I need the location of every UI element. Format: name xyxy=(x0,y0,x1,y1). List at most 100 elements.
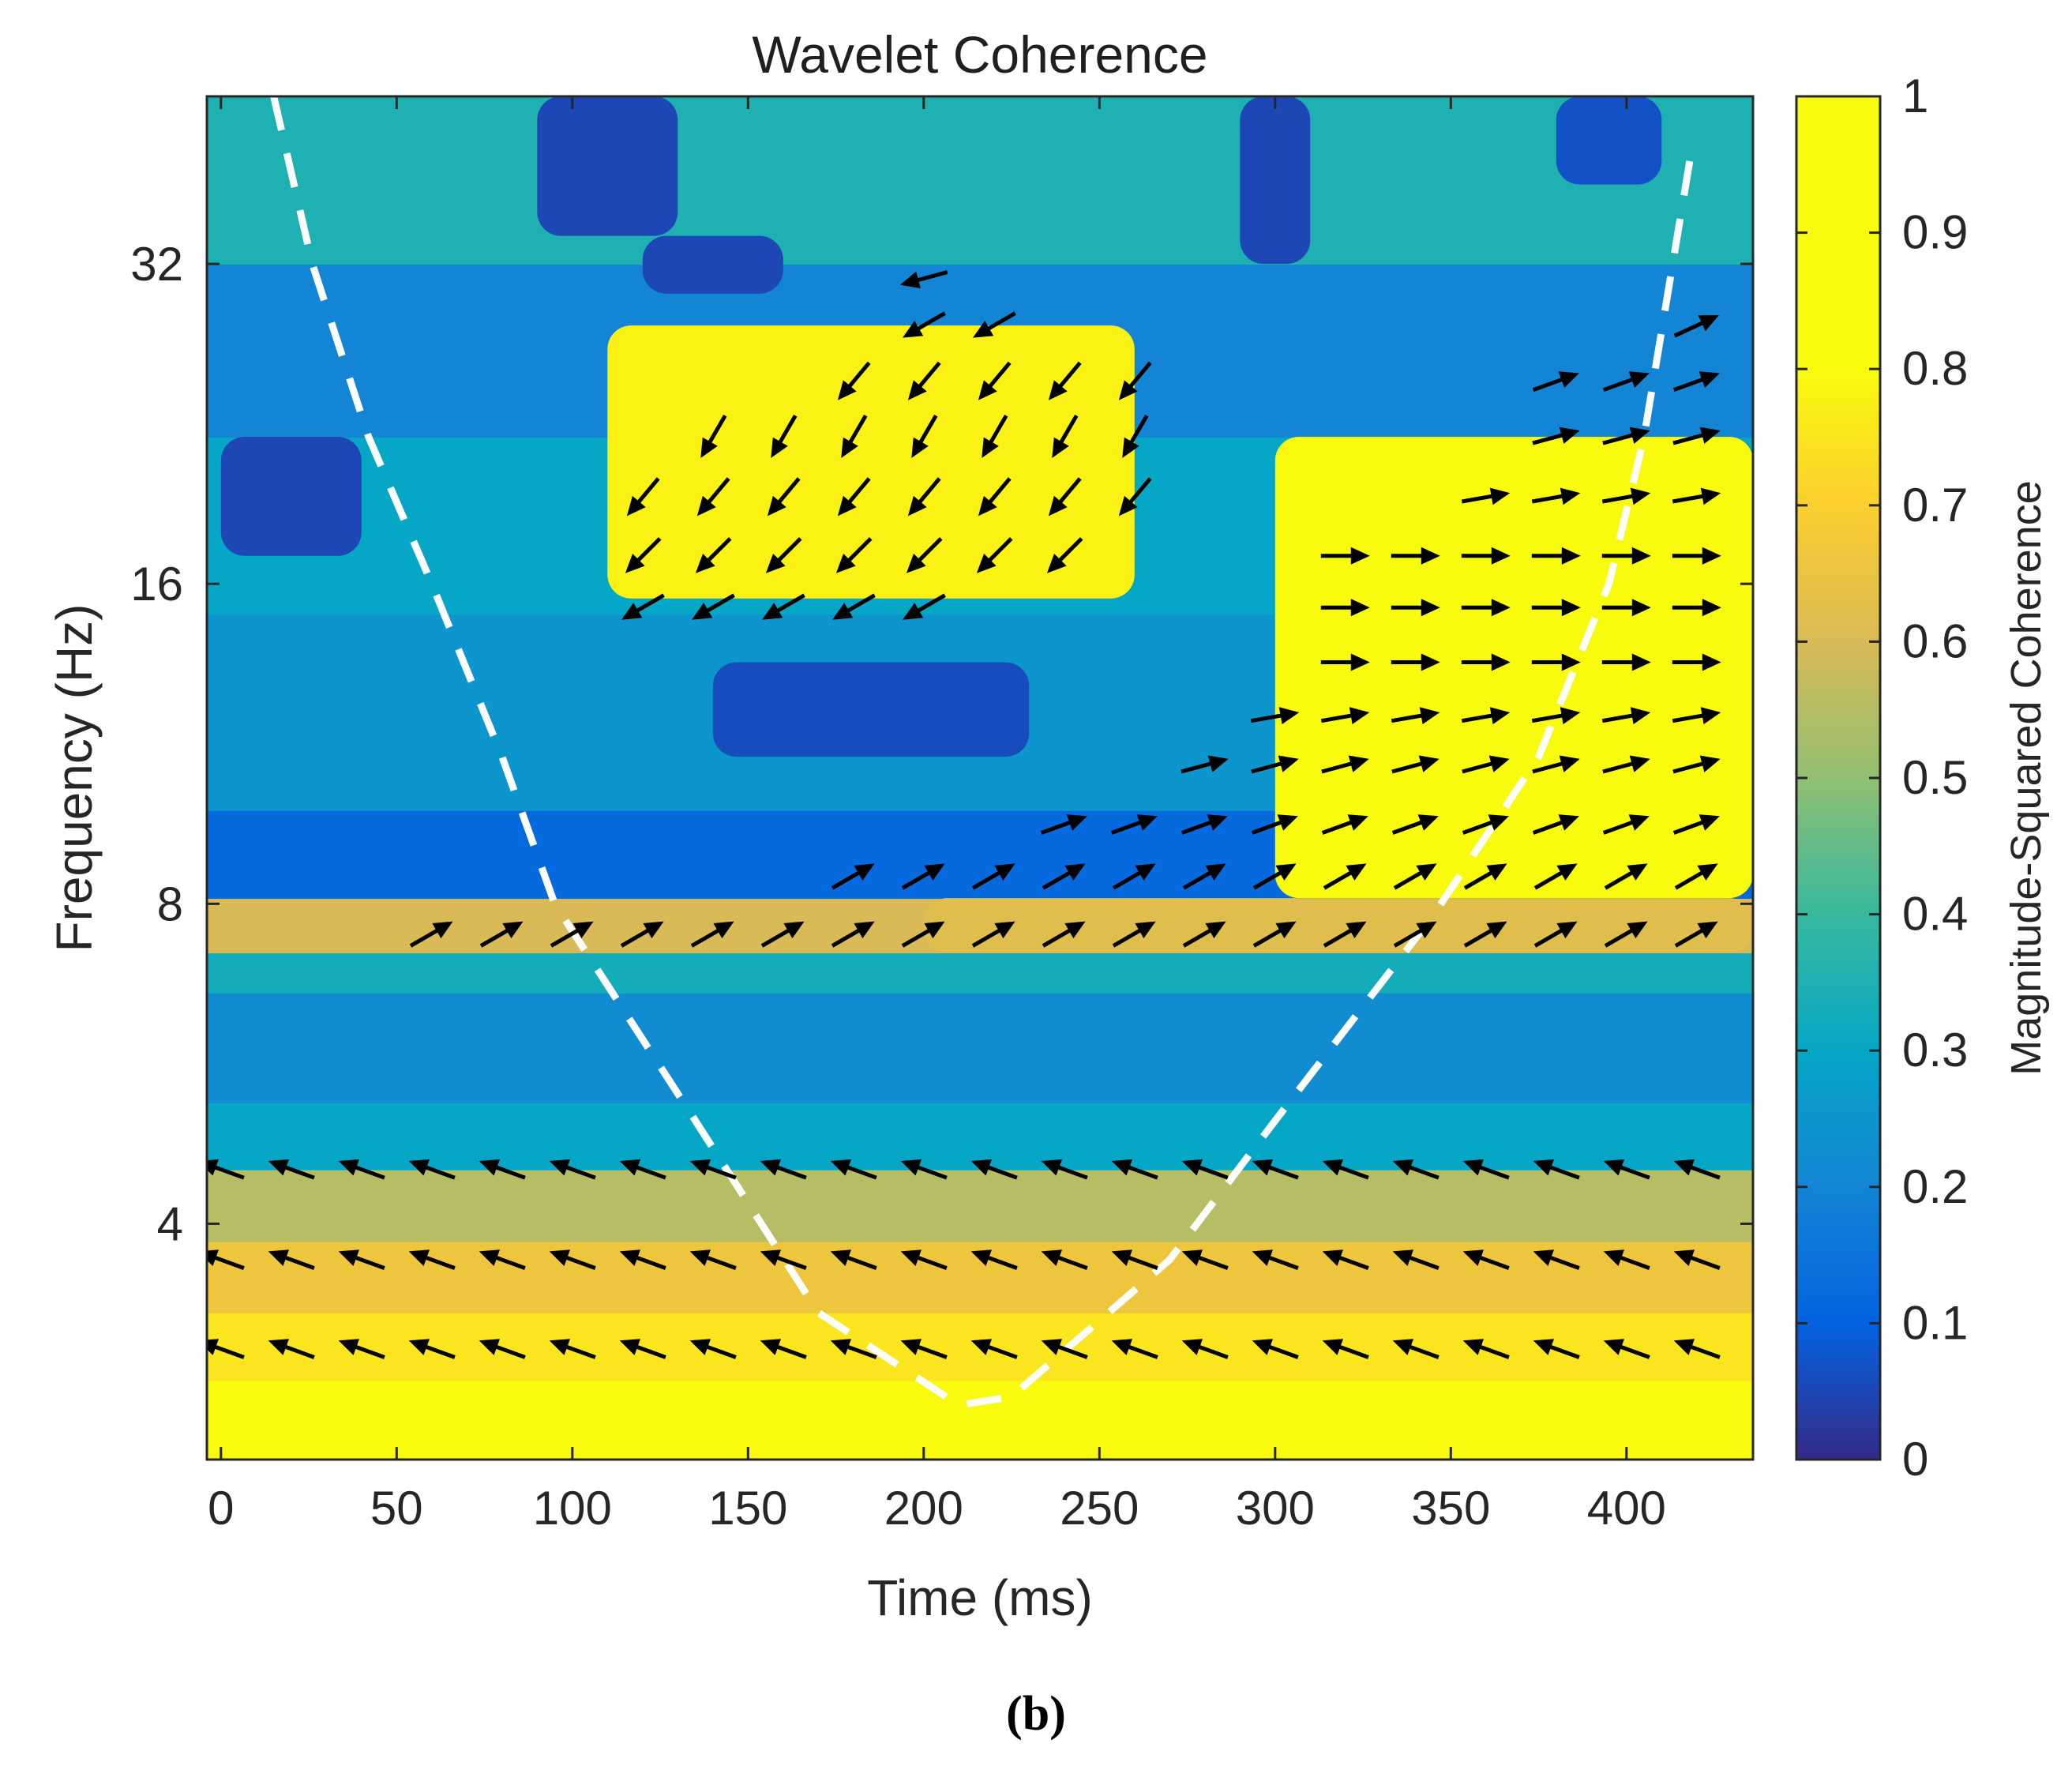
phase-arrow-head xyxy=(1278,707,1300,724)
phase-arrow-head xyxy=(1462,1159,1484,1176)
phase-arrow-head xyxy=(1207,814,1228,831)
phase-arrow-head xyxy=(1630,707,1651,724)
phase-arrow-head xyxy=(924,921,945,939)
phase-arrow xyxy=(1391,814,1439,835)
phase-arrow xyxy=(338,1249,385,1270)
phase-arrow-head xyxy=(1118,380,1138,400)
coherence-band xyxy=(207,1380,1753,1460)
phase-arrow-head xyxy=(268,1159,289,1176)
phase-arrow-head xyxy=(1348,755,1369,772)
phase-arrow xyxy=(831,863,875,890)
phase-arrow xyxy=(837,477,871,517)
phase-arrow xyxy=(1672,707,1721,724)
phase-arrow xyxy=(830,1249,877,1270)
phase-arrow-head xyxy=(900,1339,922,1355)
phase-arrow xyxy=(1122,414,1149,458)
colorbar: 0 0.1 0.2 0.3 0.4 0.5 0.6 0.7 0.8 0.9 1 Magnitude-… xyxy=(1795,70,2050,1486)
x-tick-label: 100 xyxy=(533,1482,612,1535)
phase-arrow-head xyxy=(1418,755,1440,772)
phase-arrow-head xyxy=(837,380,857,400)
phase-arrow-head xyxy=(970,1339,992,1355)
phase-arrow-head xyxy=(1322,1339,1343,1355)
phase-arrow-head xyxy=(268,1249,289,1266)
phase-arrow-head xyxy=(1041,1159,1062,1176)
phase-arrow-head xyxy=(1558,814,1579,831)
phase-arrow-head xyxy=(830,1339,851,1355)
phase-arrow-head xyxy=(924,863,945,881)
phase-arrow xyxy=(1674,863,1718,890)
phase-arrow-head xyxy=(713,921,734,939)
phase-arrow-head xyxy=(1559,755,1580,772)
colorbar-tick-label: 0.4 xyxy=(1902,888,1968,941)
phase-arrow xyxy=(408,1159,456,1180)
phase-arrow xyxy=(1672,547,1721,565)
phase-arrow-head xyxy=(479,1159,500,1176)
phase-arrow xyxy=(1252,863,1297,890)
phase-arrow-head xyxy=(1122,437,1139,458)
phase-arrow-head xyxy=(1488,814,1509,831)
phase-arrow xyxy=(1532,426,1580,445)
phase-arrow-head xyxy=(1702,599,1721,617)
phase-arrow xyxy=(1181,1339,1229,1359)
phase-arrow xyxy=(1118,477,1152,517)
phase-arrow xyxy=(1673,1159,1721,1180)
phase-arrow xyxy=(1461,707,1511,724)
phase-arrow-head xyxy=(1349,707,1370,724)
phase-arrow xyxy=(549,1339,596,1359)
phase-arrow xyxy=(268,1339,315,1359)
phase-arrow xyxy=(1042,863,1086,890)
phase-arrow-head xyxy=(1556,921,1578,939)
phase-arrow-head xyxy=(1491,653,1511,671)
phase-arrow xyxy=(1321,755,1369,774)
colorbar-tick-label: 0.7 xyxy=(1902,479,1968,532)
phase-arrow-head xyxy=(982,437,999,458)
phase-arrow-head xyxy=(978,495,997,517)
phase-arrow-head xyxy=(1392,1339,1413,1355)
phase-arrow-head xyxy=(1118,495,1138,517)
phase-arrow xyxy=(901,863,945,890)
phase-arrow xyxy=(1462,1339,1510,1359)
phase-arrow xyxy=(1602,426,1650,445)
colorbar-tick-label: 0 xyxy=(1902,1433,1928,1486)
phase-arrow xyxy=(1533,863,1578,890)
phase-arrow xyxy=(1320,599,1370,617)
phase-arrow xyxy=(1046,537,1083,573)
phase-arrow xyxy=(1601,487,1651,505)
phase-arrow xyxy=(479,921,524,948)
phase-arrow xyxy=(1531,707,1581,724)
phase-arrow-head xyxy=(502,921,524,939)
phase-arrow xyxy=(1601,547,1651,565)
phase-arrow-head xyxy=(760,1249,781,1266)
phase-arrow-head xyxy=(1631,653,1651,671)
phase-arrow xyxy=(1672,653,1721,671)
phase-arrow xyxy=(268,1159,315,1180)
phase-arrow xyxy=(621,593,665,620)
phase-arrow-head xyxy=(696,495,716,517)
phase-arrow xyxy=(901,921,945,948)
phase-arrow xyxy=(1533,921,1578,948)
phase-arrow-head xyxy=(1421,547,1440,565)
phase-arrow-head xyxy=(1489,707,1511,724)
phase-arrow-head xyxy=(1699,371,1720,388)
phase-arrow-head xyxy=(1700,487,1721,505)
phase-arrow-head xyxy=(1419,707,1440,724)
phase-arrow-head xyxy=(1630,487,1651,505)
coherence-region xyxy=(537,96,678,236)
phase-arrow xyxy=(903,593,946,620)
phase-arrow xyxy=(1252,1339,1299,1359)
phase-arrow xyxy=(1322,1159,1369,1180)
phase-arrow-head xyxy=(621,603,643,620)
phase-arrow-head xyxy=(338,1159,359,1176)
phase-arrow-head xyxy=(408,1339,430,1355)
phase-arrow-head xyxy=(1048,380,1068,400)
phase-arrow xyxy=(1111,1249,1158,1270)
phase-arrow-head xyxy=(1322,1159,1343,1176)
phase-arrow xyxy=(1601,707,1651,724)
phase-arrow-head xyxy=(1603,1159,1624,1176)
phase-arrow-head xyxy=(207,1159,219,1176)
phase-arrow xyxy=(619,1249,666,1270)
phase-arrow-head xyxy=(1111,1159,1132,1176)
phase-arrow-head xyxy=(1347,814,1368,831)
phase-arrow-head xyxy=(973,321,994,338)
